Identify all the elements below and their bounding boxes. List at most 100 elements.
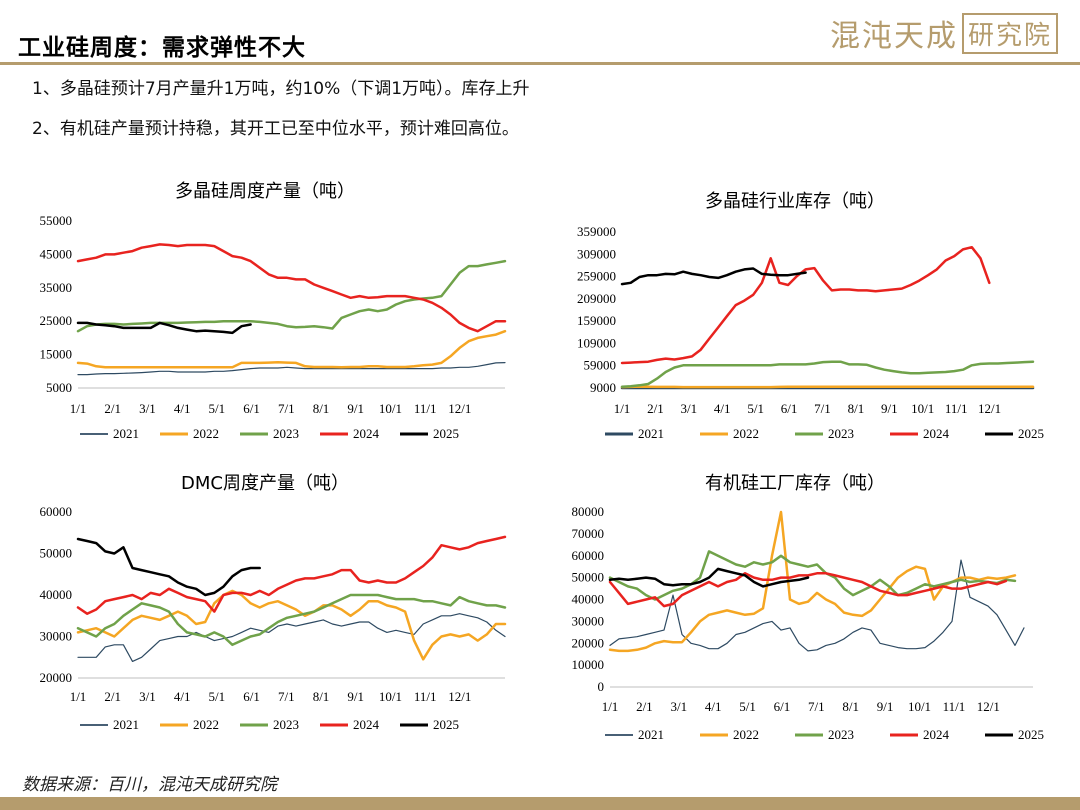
- series-line-2024: [76, 535, 507, 615]
- x-tick-label: 12/1: [977, 699, 1000, 714]
- legend-label-2025: 2025: [1018, 727, 1044, 742]
- legend-label-2022: 2022: [733, 426, 759, 441]
- y-tick-label: 45000: [40, 246, 73, 261]
- legend-label-2024: 2024: [353, 717, 380, 732]
- brand-logo: 混沌天成 研究院: [830, 10, 1058, 56]
- series-line-2025: [76, 537, 261, 597]
- legend-label-2022: 2022: [193, 717, 219, 732]
- x-tick-label: 9/1: [347, 401, 364, 416]
- x-tick-label: 8/1: [313, 401, 330, 416]
- y-tick-label: 25000: [40, 313, 73, 328]
- x-tick-label: 10/1: [908, 699, 931, 714]
- x-tick-label: 12/1: [448, 689, 471, 704]
- x-tick-label: 6/1: [774, 699, 791, 714]
- series-line-2024: [608, 572, 1008, 608]
- y-tick-label: 5000: [46, 380, 72, 395]
- x-tick-label: 5/1: [209, 401, 226, 416]
- x-tick-label: 12/1: [448, 401, 471, 416]
- y-tick-label: 50000: [40, 546, 73, 561]
- x-tick-label: 4/1: [174, 689, 191, 704]
- y-tick-label: 30000: [572, 613, 605, 628]
- bullet-2: 2、有机硅产量预计持稳，其开工已至中位水平，预计难回高位。: [32, 119, 519, 139]
- x-tick-label: 7/1: [278, 401, 295, 416]
- series-line-2025: [608, 567, 810, 588]
- y-tick-label: 20000: [572, 635, 605, 650]
- series-line-2023: [608, 550, 1017, 601]
- series-line-2023: [76, 259, 507, 333]
- x-tick-label: 4/1: [174, 401, 191, 416]
- x-tick-label: 5/1: [747, 401, 764, 416]
- header-divider: [0, 62, 1080, 65]
- series-line-2022: [76, 589, 507, 661]
- x-tick-label: 8/1: [313, 689, 330, 704]
- x-tick-label: 5/1: [209, 689, 226, 704]
- chart-1: 多晶硅周度产量（吨） 55000 45000 35000 25000 15000 5000 1…: [40, 181, 507, 441]
- footer-bar: [0, 797, 1080, 810]
- x-tick-label: 3/1: [139, 689, 156, 704]
- x-tick-label: 4/1: [714, 401, 731, 416]
- y-tick-label: 359000: [577, 224, 616, 239]
- x-tick-label: 6/1: [243, 401, 260, 416]
- y-tick-label: 0: [598, 679, 605, 694]
- series-line-2025: [76, 321, 252, 335]
- chart-2: 多晶硅行业库存（吨） 359000 309000 259000 209000 159000…: [577, 191, 1044, 441]
- chart-title: 多晶硅周度产量（吨）: [175, 181, 355, 202]
- y-tick-label: 40000: [572, 592, 605, 607]
- chart-4: 有机硅工厂库存（吨） 80000 70000 60000 50000 40000 30000…: [572, 473, 1045, 742]
- x-tick-label: 8/1: [842, 699, 859, 714]
- y-tick-label: 80000: [572, 504, 605, 519]
- y-tick-label: 20000: [40, 670, 73, 685]
- x-tick-label: 2/1: [104, 689, 121, 704]
- x-tick-label: 11/1: [414, 689, 437, 704]
- y-tick-label: 70000: [572, 526, 605, 541]
- x-tick-label: 4/1: [705, 699, 722, 714]
- y-tick-label: 55000: [40, 213, 73, 228]
- page-title: 工业硅周度：需求弹性不大: [18, 35, 306, 61]
- y-tick-label: 159000: [577, 313, 616, 328]
- chart-3: DMC周度产量（吨） 60000 50000 40000 30000 20000 1/1 2/…: [40, 473, 507, 732]
- legend-label-2023: 2023: [273, 426, 299, 441]
- legend-label-2023: 2023: [273, 717, 299, 732]
- x-tick-label: 2/1: [647, 401, 664, 416]
- x-tick-label: 1/1: [70, 401, 87, 416]
- x-tick-label: 2/1: [104, 401, 121, 416]
- legend-label-2024: 2024: [923, 727, 950, 742]
- legend-label-2025: 2025: [433, 717, 459, 732]
- y-tick-label: 9000: [590, 380, 616, 395]
- legend-label-2025: 2025: [1018, 426, 1044, 441]
- series-line-2023: [620, 360, 1035, 388]
- y-tick-label: 60000: [40, 504, 73, 519]
- x-tick-label: 10/1: [911, 401, 934, 416]
- y-tick-label: 309000: [577, 246, 616, 261]
- legend-label-2023: 2023: [828, 727, 854, 742]
- y-tick-label: 15000: [40, 347, 73, 362]
- data-source: 数据来源：百川，混沌天成研究院: [22, 775, 277, 795]
- x-tick-label: 2/1: [636, 699, 653, 714]
- x-tick-label: 11/1: [945, 401, 968, 416]
- y-tick-label: 60000: [572, 548, 605, 563]
- x-tick-label: 7/1: [814, 401, 831, 416]
- x-tick-label: 6/1: [243, 689, 260, 704]
- y-tick-label: 40000: [40, 587, 73, 602]
- series-line-2024: [76, 243, 507, 333]
- legend-label-2025: 2025: [433, 426, 459, 441]
- bullet-1: 1、多晶硅预计7月产量升1万吨，约10%（下调1万吨）。库存上升: [32, 79, 530, 99]
- x-tick-label: 3/1: [139, 401, 156, 416]
- x-tick-label: 3/1: [670, 699, 687, 714]
- y-tick-label: 259000: [577, 269, 616, 284]
- logo-boxed-text: 研究院: [961, 12, 1058, 54]
- legend-label-2021: 2021: [113, 426, 139, 441]
- y-tick-label: 209000: [577, 291, 616, 306]
- x-tick-label: 12/1: [978, 401, 1001, 416]
- x-tick-label: 11/1: [414, 401, 437, 416]
- y-tick-label: 35000: [40, 280, 73, 295]
- y-tick-label: 10000: [572, 657, 605, 672]
- x-tick-label: 5/1: [739, 699, 756, 714]
- logo-text: 混沌天成: [829, 19, 958, 54]
- x-tick-label: 9/1: [347, 689, 364, 704]
- series-line-2022: [76, 329, 507, 369]
- legend-label-2023: 2023: [828, 426, 854, 441]
- series-line-2023: [76, 593, 507, 647]
- x-tick-label: 8/1: [848, 401, 865, 416]
